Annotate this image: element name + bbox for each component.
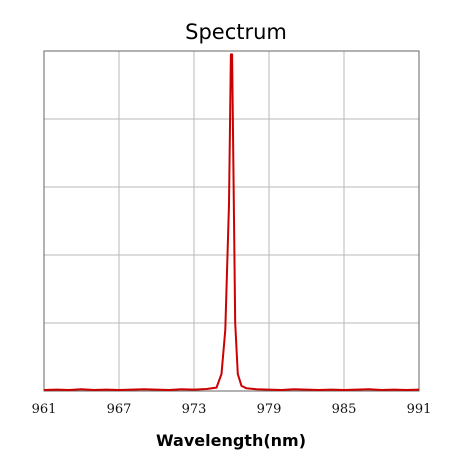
x-tick-label: 979 (257, 402, 282, 417)
x-tick-label: 985 (332, 402, 357, 417)
x-axis-label: Wavelength(nm) (156, 431, 306, 450)
chart-title: Spectrum (185, 20, 287, 44)
spectrum-series-line (43, 53, 420, 391)
x-tick-label: 973 (182, 402, 207, 417)
x-tick-labels: 961 967 973 979 985 991 (32, 402, 432, 417)
x-tick-label: 991 (407, 402, 432, 417)
x-tick-label: 961 (32, 402, 57, 417)
series-layer (43, 53, 420, 391)
x-tick-label: 967 (107, 402, 132, 417)
grid-lines (44, 51, 419, 391)
plot-area-frame (43, 50, 420, 392)
